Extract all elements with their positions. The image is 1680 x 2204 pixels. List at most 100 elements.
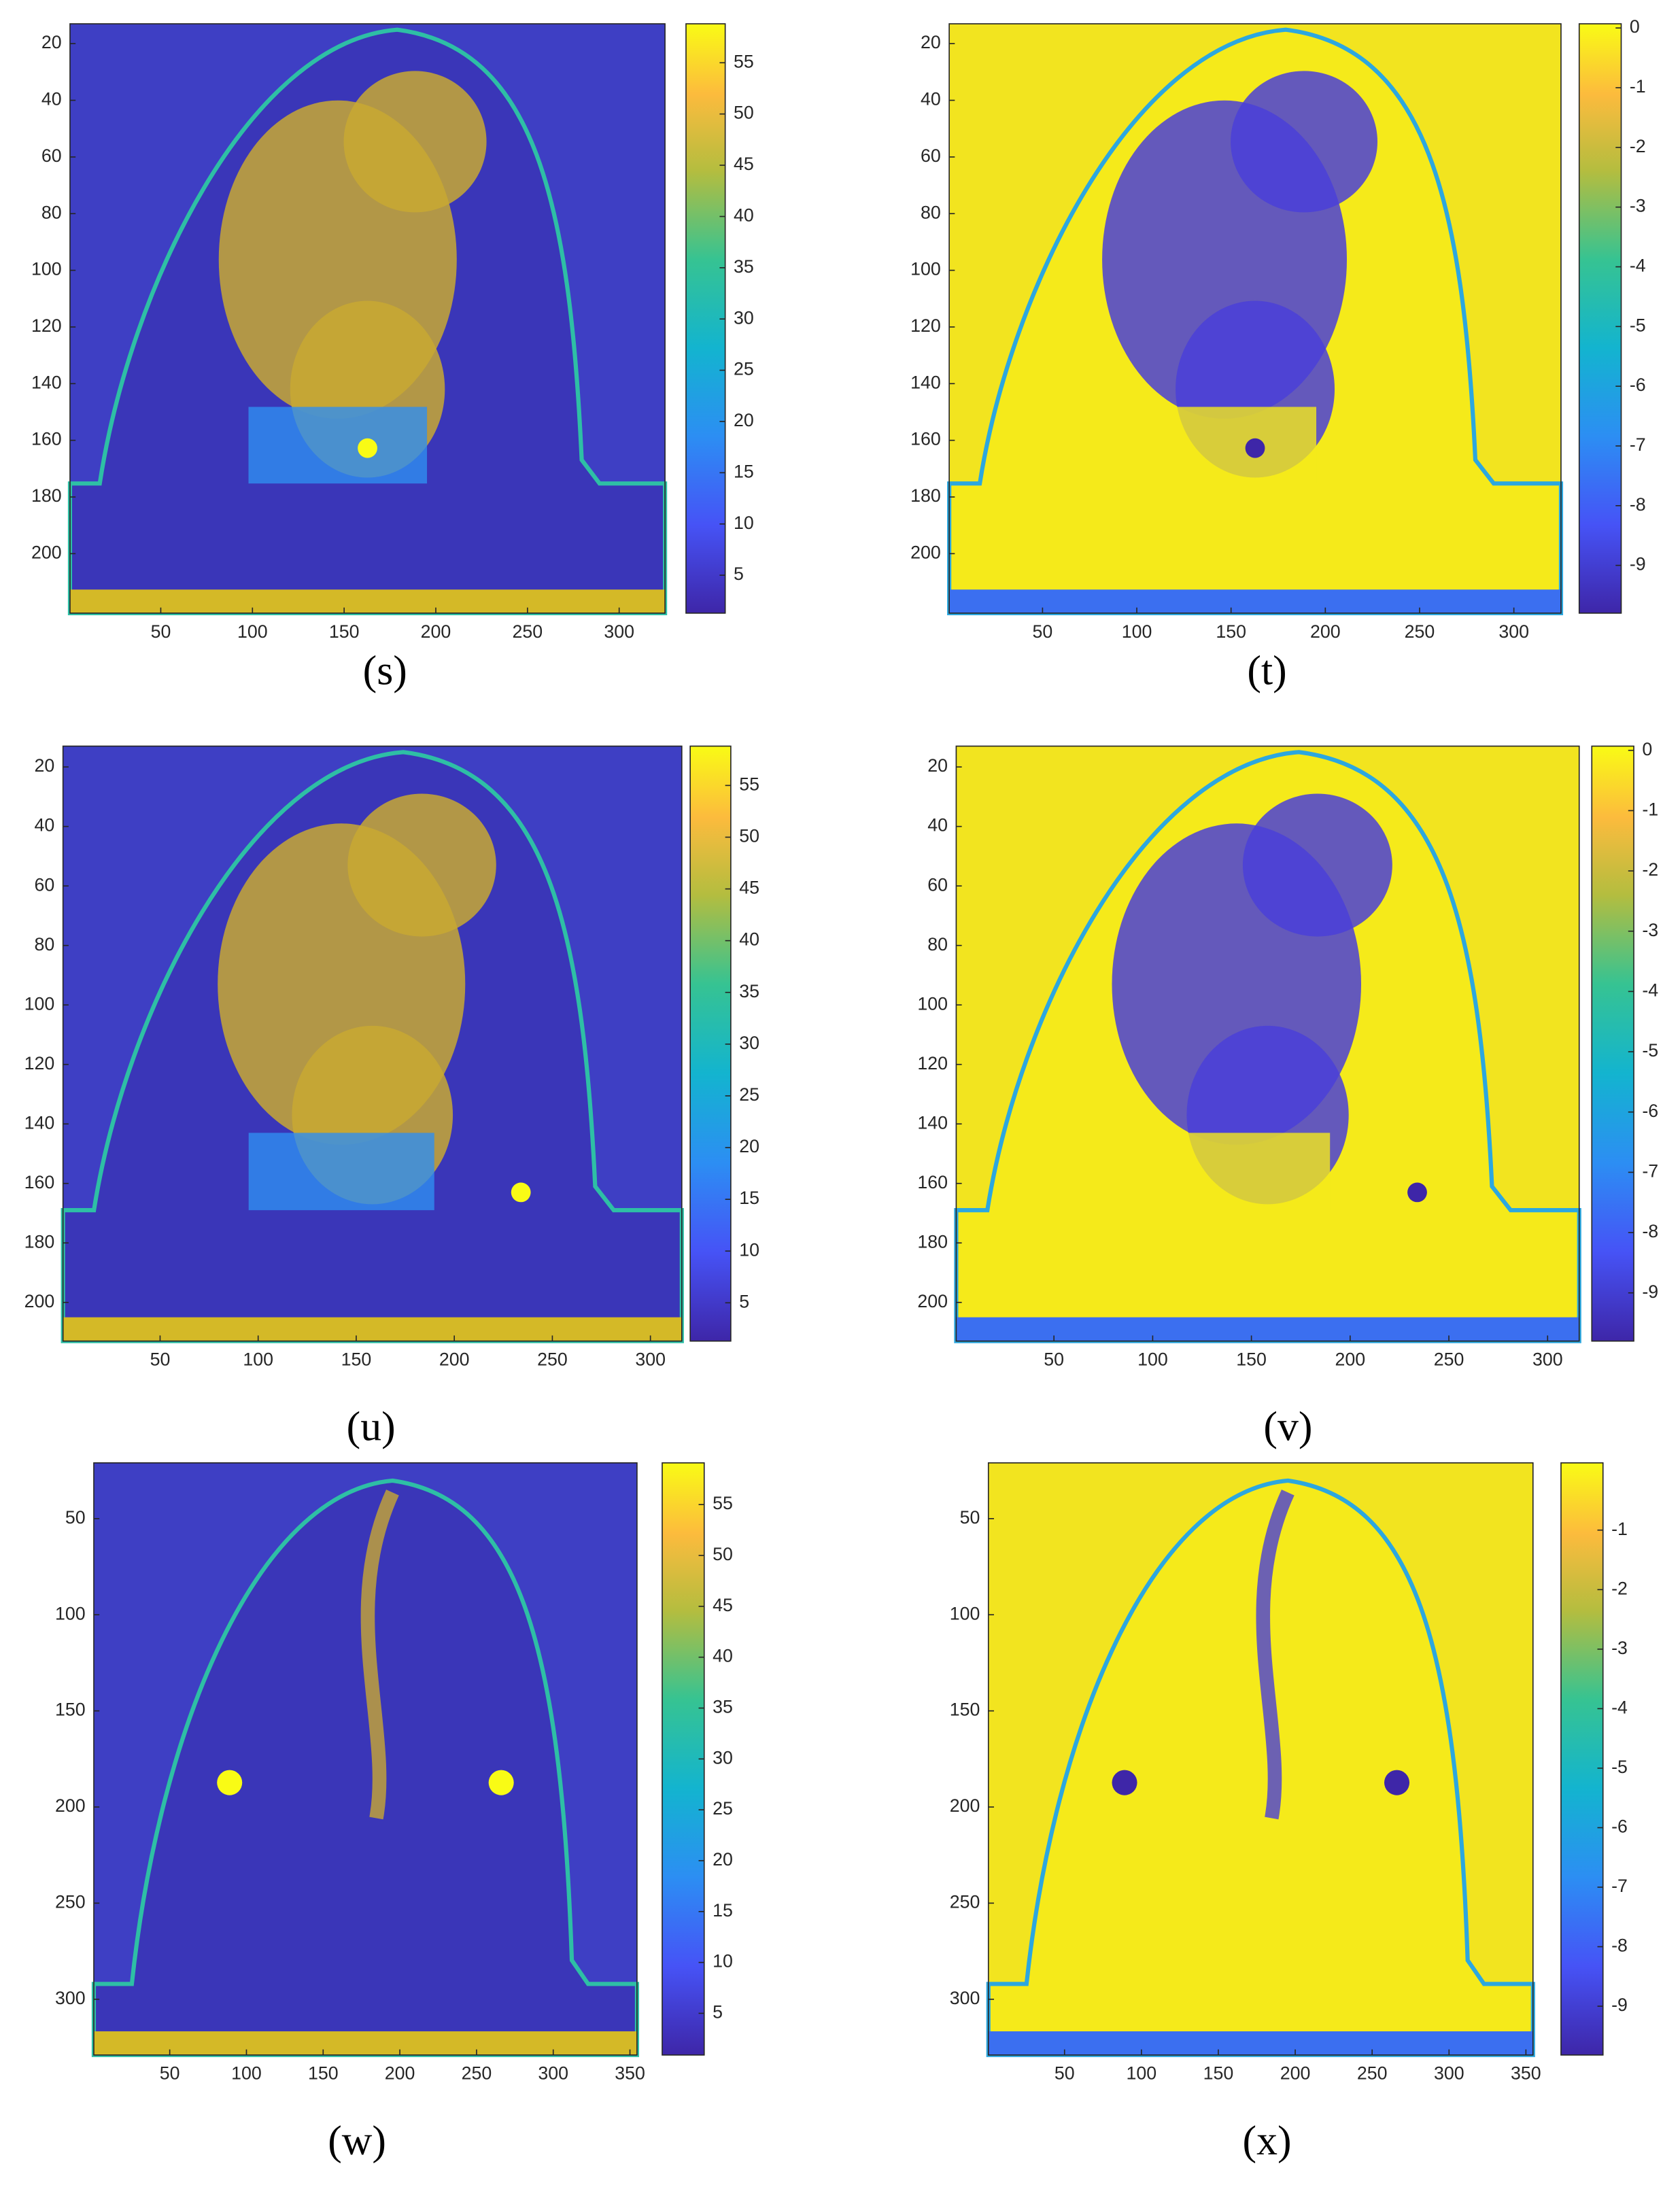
colorbar-tick-label: 20 <box>739 1136 759 1156</box>
axes-frame <box>948 23 1562 614</box>
x-tick-label: 300 <box>635 1349 666 1370</box>
x-tick-label: 300 <box>1498 621 1529 642</box>
colorbar-tick-label: 20 <box>713 1849 733 1870</box>
y-tick-label: 100 <box>917 993 948 1014</box>
y-tick-label: 200 <box>950 1795 980 1816</box>
y-tick-label: 250 <box>55 1891 86 1912</box>
panel-caption: (x) <box>1243 2118 1292 2164</box>
panel: 50 100 150 200 250 300 20 40 60 80 100 120 140 160 180… <box>910 16 1646 693</box>
x-tick-label: 150 <box>1216 621 1246 642</box>
x-tick-label: 50 <box>1032 621 1052 642</box>
bottom-strip <box>988 2031 1533 2055</box>
panel: 50 100 150 200 250 300 350 50 100 150 200 250 300 5 10… <box>55 1462 733 2164</box>
colorbar-tick-label: -1 <box>1630 76 1646 97</box>
x-tick-label: 50 <box>1044 1349 1064 1370</box>
y-tick-label: 60 <box>41 145 62 166</box>
colorbar-tick-label: -4 <box>1611 1697 1628 1717</box>
x-tick-label: 50 <box>1055 2063 1075 2084</box>
x-tick-label: 300 <box>538 2063 568 2084</box>
x-tick-label: 200 <box>1335 1349 1366 1370</box>
y-tick-label: 60 <box>927 874 948 895</box>
y-tick-label: 160 <box>917 1172 948 1192</box>
colorbar-tick-label: 40 <box>739 929 759 950</box>
bottom-strip <box>63 1317 682 1341</box>
panel: 50 100 150 200 250 300 350 50 100 150 200 250 300 -1 -… <box>950 1462 1628 2164</box>
tissue-blob <box>1231 71 1378 213</box>
colorbar-tick-label: 50 <box>713 1544 733 1564</box>
x-tick-label: 50 <box>160 2063 180 2084</box>
tissue-strand <box>1256 1490 1295 1820</box>
y-tick-label: 140 <box>910 372 941 392</box>
tissue-base <box>1143 1133 1331 1211</box>
colorbar-tick-label: 50 <box>739 826 759 846</box>
y-tick-label: 250 <box>950 1891 980 1912</box>
colorbar-tick-label: -3 <box>1630 196 1646 216</box>
y-tick-label: 60 <box>35 874 55 895</box>
y-tick-label: 20 <box>41 32 62 52</box>
x-tick-label: 100 <box>1127 2063 1157 2084</box>
panel-caption: (s) <box>363 648 407 694</box>
x-tick-label: 250 <box>513 621 543 642</box>
colorbar-tick-label: 55 <box>739 774 759 794</box>
tissue-blob <box>347 793 496 937</box>
y-tick-label: 100 <box>24 993 55 1014</box>
colorbar-tick-label: 10 <box>739 1239 759 1260</box>
tissue-base <box>248 407 428 484</box>
x-tick-label: 250 <box>1434 1349 1464 1370</box>
colorbar-tick-label: 10 <box>734 513 754 533</box>
tissue-blob <box>343 71 487 213</box>
y-tick-label: 180 <box>31 485 62 506</box>
y-tick-label: 20 <box>927 755 948 776</box>
colorbar <box>1578 23 1622 614</box>
y-tick-label: 60 <box>921 145 941 166</box>
colorbar <box>662 1462 705 2056</box>
y-tick-label: 120 <box>910 315 941 336</box>
inclusion <box>1407 1182 1427 1203</box>
y-tick-label: 180 <box>917 1231 948 1252</box>
colorbar-tick-label: -1 <box>1611 1519 1628 1539</box>
x-tick-label: 200 <box>385 2063 415 2084</box>
axes-frame <box>62 745 683 1342</box>
x-tick-label: 250 <box>537 1349 568 1370</box>
colorbar-tick-label: 40 <box>713 1646 733 1666</box>
colorbar-tick-label: 55 <box>713 1493 733 1513</box>
panel: 50 100 150 200 250 300 20 40 60 80 100 120 140 160 180… <box>24 745 759 1450</box>
inclusion <box>488 1770 514 1795</box>
colorbar <box>685 23 726 614</box>
colorbar-tick-label: -9 <box>1642 1281 1658 1302</box>
colorbar-tick-label: -3 <box>1611 1638 1628 1658</box>
colorbar-tick-label: -9 <box>1611 1995 1628 2015</box>
colorbar-tick-label: -8 <box>1642 1221 1658 1241</box>
x-tick-label: 200 <box>421 621 451 642</box>
colorbar-tick-label: 30 <box>739 1033 759 1053</box>
colorbar-tick-label: 15 <box>713 1900 733 1921</box>
colorbar-tick-label: -4 <box>1630 256 1646 276</box>
colorbar-tick-label: 5 <box>739 1291 749 1311</box>
tissue-base <box>1133 407 1317 484</box>
panel: 50 100 150 200 250 300 20 40 60 80 100 120 140 160 180… <box>917 739 1658 1450</box>
colorbar <box>1591 745 1634 1342</box>
colorbar-tick-label: -7 <box>1630 434 1646 455</box>
inclusion <box>358 438 377 458</box>
colorbar-tick-label: -6 <box>1611 1816 1628 1837</box>
y-tick-label: 160 <box>24 1172 55 1192</box>
y-tick-label: 80 <box>921 202 941 222</box>
axes-frame <box>955 745 1580 1342</box>
colorbar-tick-label: 45 <box>713 1595 733 1615</box>
x-tick-label: 50 <box>150 1349 171 1370</box>
y-tick-label: 140 <box>917 1112 948 1133</box>
colorbar-tick-label: -9 <box>1630 554 1646 574</box>
colorbar-tick-label: -1 <box>1642 799 1658 819</box>
colorbar-tick-label: -7 <box>1642 1160 1658 1181</box>
x-tick-label: 100 <box>237 621 268 642</box>
x-tick-label: 250 <box>462 2063 492 2084</box>
colorbar-tick-label: 15 <box>734 461 754 481</box>
y-tick-label: 100 <box>950 1603 980 1623</box>
y-tick-label: 160 <box>31 429 62 449</box>
x-tick-label: 100 <box>243 1349 273 1370</box>
colorbar-tick-label: -7 <box>1611 1876 1628 1896</box>
y-tick-label: 80 <box>927 934 948 954</box>
y-tick-label: 100 <box>910 259 941 279</box>
y-tick-label: 50 <box>960 1507 980 1528</box>
y-tick-label: 200 <box>917 1291 948 1311</box>
